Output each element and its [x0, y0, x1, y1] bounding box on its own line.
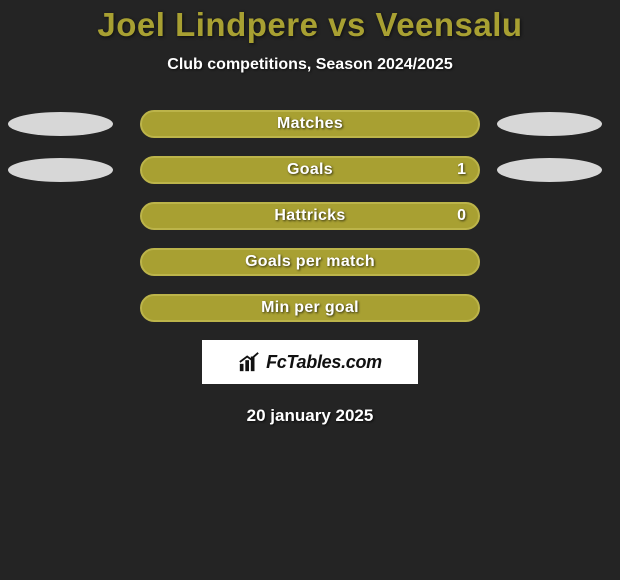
snapshot-date: 20 january 2025 [0, 406, 620, 426]
stat-row: Goals 1 [0, 156, 620, 184]
stat-row: Goals per match [0, 248, 620, 276]
stat-bar: Goals per match [140, 248, 480, 276]
stat-label: Goals per match [245, 253, 375, 271]
player-left-oval [8, 158, 113, 182]
bar-chart-icon [238, 351, 260, 373]
stat-label: Matches [277, 115, 343, 133]
stat-value-right: 0 [457, 207, 466, 225]
stat-bar: Matches [140, 110, 480, 138]
stat-bar: Hattricks 0 [140, 202, 480, 230]
chart-container: Joel Lindpere vs Veensalu Club competiti… [0, 0, 620, 580]
stat-value-right: 1 [457, 161, 466, 179]
stat-rows: Matches Goals 1 Hattricks 0 Goals per match Mi… [0, 110, 620, 322]
stat-label: Hattricks [274, 207, 345, 225]
stat-row: Hattricks 0 [0, 202, 620, 230]
player-right-oval [497, 112, 602, 136]
player-right-oval [497, 158, 602, 182]
stat-label: Min per goal [261, 299, 359, 317]
stat-bar: Goals 1 [140, 156, 480, 184]
player-left-oval [8, 112, 113, 136]
logo-box: FcTables.com [202, 340, 418, 384]
stat-bar: Min per goal [140, 294, 480, 322]
logo-text: FcTables.com [266, 352, 382, 373]
stat-row: Matches [0, 110, 620, 138]
stat-label: Goals [287, 161, 333, 179]
comparison-title: Joel Lindpere vs Veensalu [0, 6, 620, 44]
stat-row: Min per goal [0, 294, 620, 322]
comparison-subtitle: Club competitions, Season 2024/2025 [0, 56, 620, 74]
